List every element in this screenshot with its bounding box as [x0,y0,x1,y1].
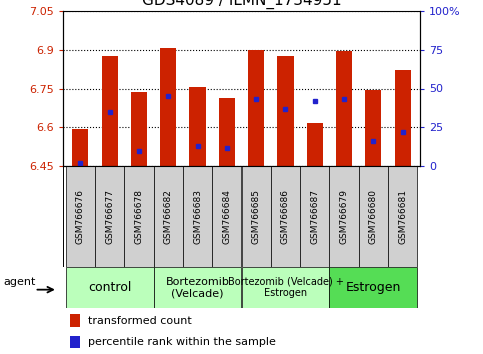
Bar [66,166,95,267]
Text: GSM766686: GSM766686 [281,189,290,244]
Text: GSM766680: GSM766680 [369,189,378,244]
Title: GDS4089 / ILMN_1734951: GDS4089 / ILMN_1734951 [142,0,341,9]
Bar [300,166,329,267]
Bar [66,267,154,308]
Text: GSM766679: GSM766679 [340,189,349,244]
Bar [219,98,235,166]
Text: Estrogen: Estrogen [346,281,401,294]
Bar [307,123,323,166]
Bar [101,56,118,166]
Text: percentile rank within the sample: percentile rank within the sample [88,337,276,347]
Bar [271,166,300,267]
Bar [154,267,242,308]
Text: GSM766676: GSM766676 [76,189,85,244]
Text: GSM766681: GSM766681 [398,189,407,244]
Text: Bortezomib
(Velcade): Bortezomib (Velcade) [166,277,229,298]
Bar [131,92,147,166]
Bar [72,129,88,166]
Text: GSM766678: GSM766678 [134,189,143,244]
Text: agent: agent [3,276,36,286]
Bar [248,50,264,166]
Text: GSM766683: GSM766683 [193,189,202,244]
Bar [395,70,411,166]
Bar [277,56,294,166]
Bar [329,267,417,308]
Bar [242,267,329,308]
Bar [70,314,80,327]
Bar [70,336,80,348]
Bar [124,166,154,267]
Text: Bortezomib (Velcade) +
Estrogen: Bortezomib (Velcade) + Estrogen [227,277,343,298]
Text: GSM766687: GSM766687 [310,189,319,244]
Bar [160,48,176,166]
Text: GSM766684: GSM766684 [222,189,231,244]
Bar [189,87,206,166]
Bar [183,166,212,267]
Bar [95,166,124,267]
Bar [336,51,352,166]
Text: GSM766685: GSM766685 [252,189,261,244]
Bar [359,166,388,267]
Bar [388,166,417,267]
Bar [242,166,271,267]
Bar [212,166,242,267]
Text: control: control [88,281,131,294]
Text: GSM766677: GSM766677 [105,189,114,244]
Bar [365,90,382,166]
Text: GSM766682: GSM766682 [164,189,173,244]
Bar [329,166,359,267]
Bar [154,166,183,267]
Text: transformed count: transformed count [88,316,192,326]
